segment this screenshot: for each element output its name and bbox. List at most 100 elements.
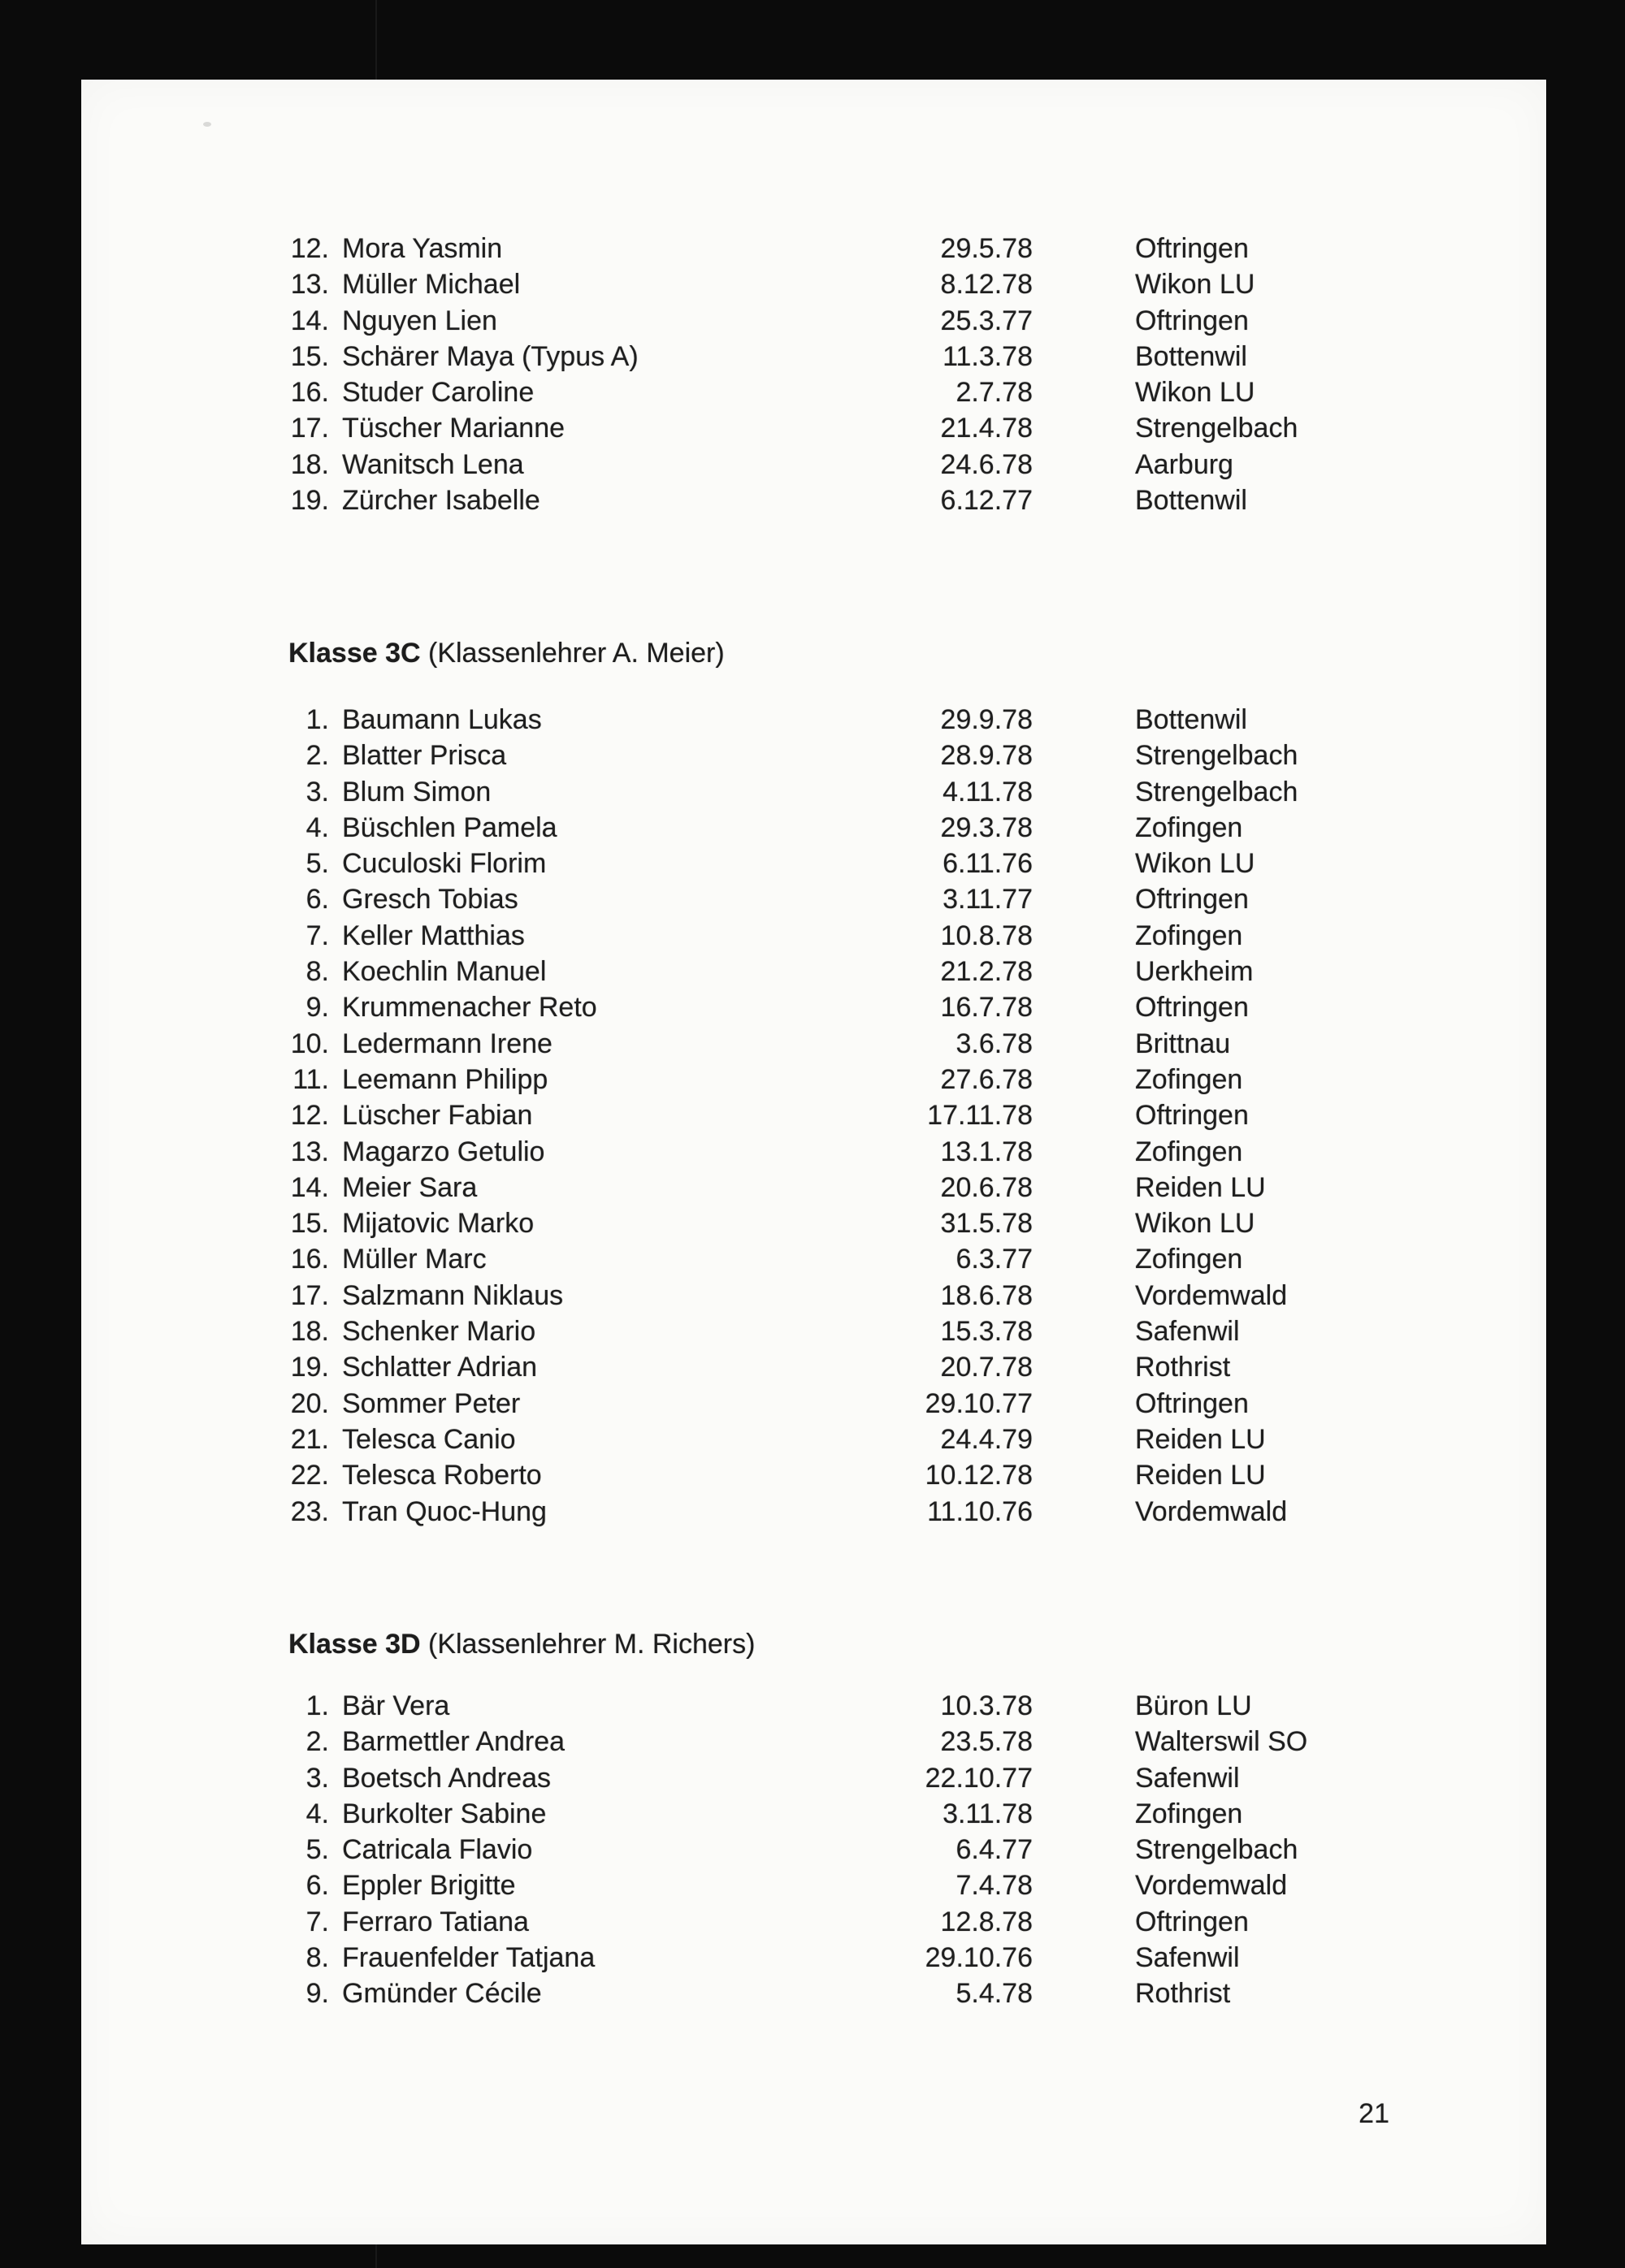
student-name: Gmünder Cécile [342, 1978, 542, 2010]
student-name: Tran Quoc-Hung [342, 1495, 547, 1527]
student-row: 1. Bär Vera 10.3.78 Büron LU [81, 1688, 1546, 1724]
birth-date: 22.10.77 [925, 1762, 1033, 1794]
birth-date: 5.4.78 [956, 1978, 1033, 2010]
student-name: Müller Marc [342, 1244, 487, 1275]
birth-date: 15.3.78 [940, 1316, 1033, 1348]
birth-date: 24.6.78 [940, 448, 1033, 480]
student-name: Meier Sara [342, 1171, 478, 1203]
student-row: 8. Frauenfelder Tatjana 29.10.76 Safenwil [81, 1940, 1546, 1976]
hometown: Bottenwil [1135, 704, 1247, 735]
birth-date: 29.10.76 [925, 1942, 1033, 1974]
student-row: 2. Barmettler Andrea 23.5.78 Walterswil SO [81, 1724, 1546, 1759]
student-name: Sommer Peter [342, 1387, 521, 1419]
birth-date: 6.12.77 [940, 485, 1033, 517]
row-number: 18. [290, 1316, 329, 1348]
student-row: 7. Ferraro Tatiana 12.8.78 Oftringen [81, 1904, 1546, 1940]
student-name: Blum Simon [342, 776, 492, 807]
row-number: 2. [306, 1726, 329, 1758]
student-row: 6. Eppler Brigitte 7.4.78 Vordemwald [81, 1868, 1546, 1903]
row-number: 12. [290, 1100, 329, 1132]
row-number: 12. [290, 233, 329, 264]
class-name: Klasse 3D [288, 1629, 421, 1660]
row-number: 8. [306, 1942, 329, 1974]
hometown: Oftringen [1135, 233, 1249, 264]
birth-date: 23.5.78 [940, 1726, 1033, 1758]
hometown: Strengelbach [1135, 776, 1298, 807]
birth-date: 3.6.78 [956, 1028, 1033, 1059]
student-name: Frauenfelder Tatjana [342, 1942, 596, 1974]
birth-date: 29.3.78 [940, 812, 1033, 843]
birth-date: 25.3.77 [940, 305, 1033, 336]
hometown: Vordemwald [1135, 1870, 1288, 1902]
class-name: Klasse 3C [288, 638, 421, 669]
row-number: 9. [306, 1978, 329, 2010]
hometown: Büron LU [1135, 1690, 1252, 1721]
student-row: 9. Krummenacher Reto 16.7.78 Oftringen [81, 989, 1546, 1025]
hometown: Oftringen [1135, 1387, 1249, 1419]
hometown: Oftringen [1135, 1906, 1249, 1937]
birth-date: 4.11.78 [942, 776, 1033, 807]
row-number: 11. [292, 1063, 329, 1095]
scan-artifact [203, 122, 211, 127]
document-page: 12. Mora Yasmin 29.5.78 Oftringen 13. Müller … [81, 80, 1546, 2244]
birth-date: 28.9.78 [940, 740, 1033, 772]
student-name: Telesca Canio [342, 1423, 516, 1455]
hometown: Wikon LU [1135, 377, 1255, 409]
hometown: Zofingen [1135, 1798, 1243, 1829]
student-row: 12. Mora Yasmin 29.5.78 Oftringen [81, 231, 1546, 266]
row-number: 14. [290, 305, 329, 336]
student-row: 11. Leemann Philipp 27.6.78 Zofingen [81, 1062, 1546, 1097]
student-rows: 1. Bär Vera 10.3.78 Büron LU 2. Barmettler An… [81, 1688, 1546, 2012]
birth-date: 29.5.78 [940, 233, 1033, 264]
hometown: Walterswil SO [1135, 1726, 1308, 1758]
student-name: Burkolter Sabine [342, 1798, 547, 1829]
birth-date: 11.3.78 [942, 340, 1033, 372]
hometown: Vordemwald [1135, 1495, 1288, 1527]
row-number: 17. [290, 413, 329, 444]
section-heading: Klasse 3D (Klassenlehrer M. Richers) [81, 1626, 1546, 1662]
row-number: 14. [290, 1171, 329, 1203]
birth-date: 10.3.78 [940, 1690, 1033, 1721]
student-name: Zürcher Isabelle [342, 485, 540, 517]
student-name: Schlatter Adrian [342, 1352, 538, 1383]
row-number: 21. [290, 1423, 329, 1455]
student-row: 14. Meier Sara 20.6.78 Reiden LU [81, 1170, 1546, 1205]
student-row: 15. Mijatovic Marko 31.5.78 Wikon LU [81, 1205, 1546, 1241]
row-number: 19. [290, 485, 329, 517]
hometown: Wikon LU [1135, 1208, 1255, 1240]
student-name: Catricala Flavio [342, 1834, 533, 1866]
hometown: Safenwil [1135, 1316, 1240, 1348]
row-number: 10. [290, 1028, 329, 1059]
student-row: 16. Studer Caroline 2.7.78 Wikon LU [81, 374, 1546, 410]
hometown: Reiden LU [1135, 1423, 1266, 1455]
student-name: Leemann Philipp [342, 1063, 548, 1095]
hometown: Bottenwil [1135, 485, 1247, 517]
student-name: Mora Yasmin [342, 233, 503, 264]
student-name: Schärer Maya (Typus A) [342, 340, 639, 372]
birth-date: 16.7.78 [940, 992, 1033, 1024]
student-row: 12. Lüscher Fabian 17.11.78 Oftringen [81, 1097, 1546, 1133]
student-name: Salzmann Niklaus [342, 1279, 564, 1311]
student-row: 16. Müller Marc 6.3.77 Zofingen [81, 1241, 1546, 1277]
hometown: Uerkheim [1135, 956, 1254, 988]
row-number: 15. [290, 340, 329, 372]
student-row: 9. Gmünder Cécile 5.4.78 Rothrist [81, 1976, 1546, 2011]
birth-date: 27.6.78 [940, 1063, 1033, 1095]
birth-date: 21.2.78 [940, 956, 1033, 988]
student-row: 10. Ledermann Irene 3.6.78 Brittnau [81, 1026, 1546, 1062]
hometown: Oftringen [1135, 884, 1249, 915]
birth-date: 11.10.76 [927, 1495, 1033, 1527]
birth-date: 6.11.76 [942, 848, 1033, 880]
student-row: 5. Catricala Flavio 6.4.77 Strengelbach [81, 1832, 1546, 1868]
row-number: 5. [306, 1834, 329, 1866]
row-number: 19. [290, 1352, 329, 1383]
birth-date: 10.8.78 [940, 920, 1033, 951]
birth-date: 18.6.78 [940, 1279, 1033, 1311]
student-row: 17. Tüscher Marianne 21.4.78 Strengelbach [81, 410, 1546, 446]
birth-date: 29.10.77 [925, 1387, 1033, 1419]
student-row: 18. Schenker Mario 15.3.78 Safenwil [81, 1314, 1546, 1349]
section-klasse-3d: Klasse 3D (Klassenlehrer M. Richers) 1. B… [81, 1626, 1546, 2012]
hometown: Zofingen [1135, 1244, 1243, 1275]
birth-date: 31.5.78 [940, 1208, 1033, 1240]
row-number: 5. [306, 848, 329, 880]
